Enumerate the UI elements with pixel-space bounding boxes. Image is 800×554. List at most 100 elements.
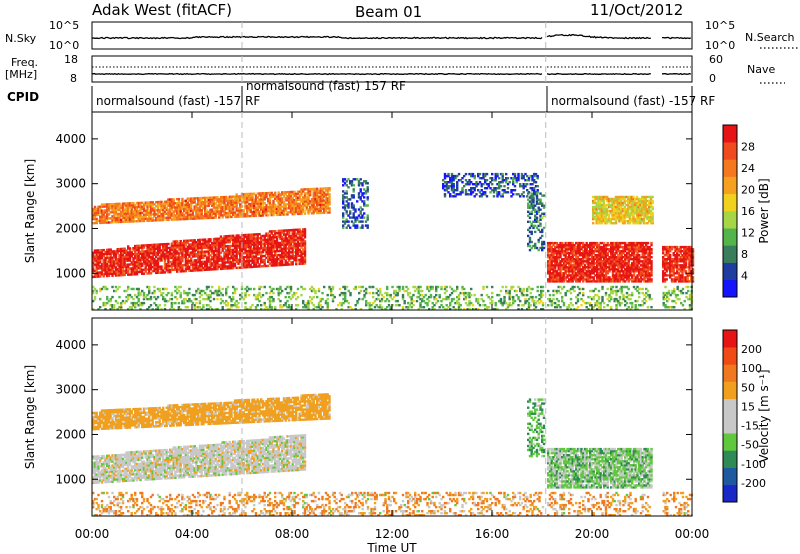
heatmap-cell [622, 264, 625, 267]
heatmap-cell [366, 190, 369, 193]
heatmap-cell [270, 256, 273, 259]
heatmap-cell [603, 248, 606, 251]
heatmap-cell [109, 270, 112, 273]
heatmap-cell [548, 254, 552, 257]
heatmap-cell [160, 206, 163, 210]
heatmap-cell [242, 258, 245, 261]
heatmap-cell [268, 199, 272, 203]
heatmap-cell [564, 241, 567, 245]
heatmap-cell [593, 201, 597, 205]
heatmap-cell [625, 245, 629, 249]
heatmap-cell [585, 241, 588, 245]
heatmap-cell [296, 204, 300, 207]
heatmap-cell [585, 272, 588, 275]
heatmap-cell [225, 265, 228, 268]
heatmap-cell [642, 203, 646, 207]
heatmap-cell [226, 199, 230, 203]
heatmap-cell [629, 258, 632, 261]
heatmap-cell [172, 248, 175, 251]
heatmap-cell [289, 261, 293, 264]
heatmap-cell [207, 254, 210, 257]
heatmap-cell [113, 250, 116, 253]
heatmap-cell [468, 183, 471, 186]
heatmap-cell [621, 220, 625, 223]
heatmap-cell [193, 201, 196, 204]
heatmap-cell [484, 191, 487, 194]
heatmap-cell [218, 204, 221, 207]
heatmap-cell [559, 270, 562, 273]
heatmap-cell [134, 273, 137, 276]
heatmap-cell [107, 205, 111, 208]
heatmap-cell [639, 203, 642, 207]
heatmap-cell [628, 213, 632, 217]
heatmap-cell [123, 273, 126, 277]
heatmap-cell [212, 262, 216, 265]
heatmap-cell [107, 250, 111, 253]
heatmap-cell [604, 215, 607, 219]
heatmap-cell [449, 179, 452, 182]
heatmap-cell [225, 205, 228, 209]
heatmap-cell [212, 212, 216, 215]
heatmap-cell [197, 253, 200, 256]
heatmap-cell [561, 264, 564, 267]
heatmap-cell [522, 183, 525, 186]
heatmap-cell [618, 201, 621, 205]
heatmap-cell [611, 243, 615, 247]
heatmap-cell [291, 196, 294, 200]
heatmap-cell [548, 262, 552, 265]
heatmap-cell [600, 203, 604, 207]
heatmap-cell [359, 212, 362, 215]
heatmap-cell [233, 248, 237, 251]
heatmap-cell [274, 207, 277, 211]
heatmap-cell [148, 270, 151, 273]
heatmap-cell [650, 266, 653, 269]
heatmap-cell [232, 264, 235, 268]
heatmap-cell [219, 257, 223, 260]
heatmap-cell [662, 276, 665, 279]
heatmap-cell [609, 209, 612, 213]
heatmap-cell [617, 280, 620, 283]
heatmap-cell [606, 270, 609, 273]
heatmap-cell [614, 209, 618, 213]
heatmap-cell [528, 236, 532, 240]
heatmap-cell [637, 209, 640, 213]
heatmap-cell [151, 255, 154, 259]
heatmap-cell [359, 210, 362, 213]
heatmap-cell [644, 203, 647, 207]
heatmap-cell [634, 197, 637, 201]
heatmap-cell [125, 214, 128, 217]
heatmap-cell [642, 199, 646, 203]
heatmap-cell [274, 264, 277, 267]
heatmap-cell [541, 234, 544, 238]
heatmap-cell [522, 191, 525, 194]
heatmap-cell [512, 179, 515, 182]
heatmap-cell [123, 259, 126, 262]
heatmap-cell [146, 268, 149, 271]
heatmap-cell [170, 202, 174, 205]
heatmap-cell [298, 254, 301, 257]
heatmap-cell [256, 208, 259, 211]
heatmap-cell [662, 250, 665, 253]
heatmap-cell [232, 213, 235, 216]
heatmap-cell [611, 280, 615, 283]
heatmap-cell [219, 237, 223, 240]
heatmap-cell [589, 266, 592, 269]
heatmap-cell [99, 205, 102, 208]
heatmap-cell [134, 208, 137, 211]
heatmap-cell [603, 262, 606, 265]
heatmap-cell [630, 213, 633, 217]
heatmap-cell [593, 195, 597, 199]
heatmap-cell [214, 198, 217, 201]
heatmap-cell [184, 243, 188, 247]
heatmap-cell [184, 205, 188, 209]
heatmap-cell [158, 251, 161, 254]
heatmap-cell [279, 199, 282, 202]
heatmap-cell [163, 200, 167, 203]
heatmap-cell [595, 222, 598, 225]
heatmap-cell [212, 210, 216, 213]
heatmap-cell [364, 204, 368, 207]
heatmap-cell [548, 278, 552, 281]
heatmap-cell [295, 252, 298, 256]
heatmap-cell [226, 259, 230, 262]
